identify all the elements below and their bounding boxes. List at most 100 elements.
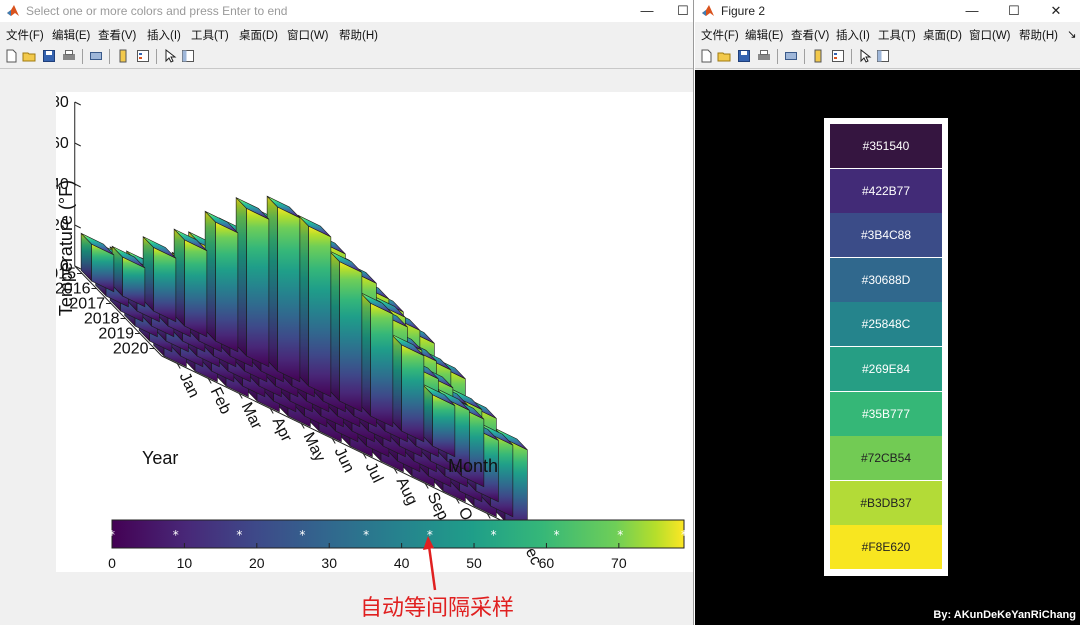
menu-bar: 文件(F) 编辑(E) 查看(V) 插入(I) 工具(T) 桌面(D) 窗口(W… bbox=[695, 23, 1080, 43]
open-file-icon[interactable] bbox=[717, 49, 731, 63]
menu-view[interactable]: 查看(V) bbox=[98, 30, 137, 42]
menu-insert[interactable]: 插入(I) bbox=[836, 30, 870, 42]
minimize-icon[interactable]: — bbox=[965, 3, 979, 18]
menu-file[interactable]: 文件(F) bbox=[701, 30, 739, 42]
toolbar bbox=[695, 44, 1080, 69]
bar-front-face bbox=[401, 344, 425, 443]
insert-colorbar-icon[interactable] bbox=[811, 49, 825, 63]
x-tick-mark bbox=[331, 438, 336, 444]
menu-edit[interactable]: 编辑(E) bbox=[745, 30, 784, 42]
bar-top-face bbox=[235, 197, 270, 220]
maximize-icon[interactable]: ☐ bbox=[1008, 3, 1020, 18]
colorbar-tick-label: 30 bbox=[321, 555, 337, 571]
close-icon[interactable]: ✕ bbox=[1050, 3, 1062, 18]
menu-window[interactable]: 窗口(W) bbox=[287, 30, 329, 42]
color-swatch: #30688D bbox=[830, 257, 942, 302]
axis-labels: Temperature (°F) Year Month bbox=[56, 180, 498, 476]
window-title: Select one or more colors and press Ente… bbox=[26, 4, 288, 18]
menu-view[interactable]: 查看(V) bbox=[791, 30, 830, 42]
x-tick-label: Sep bbox=[424, 490, 452, 523]
new-figure-icon[interactable] bbox=[699, 49, 713, 63]
sample-point-marker: * bbox=[427, 528, 433, 542]
z-tick-mark bbox=[74, 142, 81, 147]
insert-colorbar-icon[interactable] bbox=[116, 49, 130, 63]
toolbar-separator bbox=[109, 49, 110, 64]
insert-legend-icon[interactable] bbox=[136, 49, 150, 63]
link-icon[interactable] bbox=[89, 49, 103, 63]
x-tick-mark bbox=[393, 468, 398, 474]
menu-tools[interactable]: 工具(T) bbox=[878, 30, 916, 42]
toolbar-separator bbox=[804, 49, 805, 64]
bar-front-face bbox=[277, 206, 301, 383]
bar bbox=[173, 228, 208, 338]
menu-help[interactable]: 帮助(H) bbox=[339, 30, 378, 42]
figure-2-canvas: #351540 #422B77 #3B4C88 #30688D #25848C #269E… bbox=[695, 70, 1080, 625]
x-tick-mark bbox=[424, 483, 429, 489]
menu-file[interactable]: 文件(F) bbox=[6, 30, 44, 42]
x-tick-label: Mar bbox=[238, 400, 266, 433]
z-tick-label: 0 bbox=[60, 258, 69, 275]
toolbar-separator bbox=[851, 49, 852, 64]
colorbar-tick-label: 40 bbox=[394, 555, 410, 571]
window-title: Figure 2 bbox=[721, 4, 766, 18]
bar-front-face bbox=[215, 221, 239, 353]
bar-front-face bbox=[370, 302, 394, 428]
insert-legend-icon[interactable] bbox=[831, 49, 845, 63]
bar bbox=[80, 232, 115, 293]
x-tick-label: Feb bbox=[207, 385, 234, 417]
z-axis-label: Temperature (°F) bbox=[56, 180, 76, 316]
bar-top-face bbox=[111, 245, 146, 269]
print-icon[interactable] bbox=[757, 49, 771, 63]
property-inspector-icon[interactable] bbox=[181, 49, 195, 63]
title-bar: Figure 2 — ☐ ✕ bbox=[695, 0, 1080, 22]
title-bar: Select one or more colors and press Ente… bbox=[0, 0, 693, 22]
colorbar-gradient[interactable] bbox=[111, 519, 685, 549]
x-axis-line bbox=[161, 355, 534, 537]
z-tick-label: 80 bbox=[56, 94, 69, 111]
sample-point-marker: * bbox=[109, 528, 115, 542]
bar-top-face bbox=[390, 333, 425, 356]
colorbar[interactable]: 0 10 20 30 40 50 60 70 * * * * * * * * * * bbox=[108, 519, 687, 571]
y-tick-label: 2017 bbox=[69, 296, 105, 313]
x-axis-label: Month bbox=[448, 456, 498, 476]
z-tick-label: 60 bbox=[56, 135, 69, 152]
sample-point-marker: * bbox=[173, 528, 179, 542]
menu-insert[interactable]: 插入(I) bbox=[147, 30, 181, 42]
bar bbox=[235, 196, 270, 368]
z-tick-mark bbox=[74, 183, 81, 188]
open-file-icon[interactable] bbox=[22, 49, 36, 63]
credit-text: By: AKunDeKeYanRiChang bbox=[933, 609, 1076, 621]
save-icon[interactable] bbox=[737, 49, 751, 63]
pointer-icon[interactable] bbox=[858, 49, 872, 63]
menu-overflow-icon[interactable]: ↘ bbox=[1067, 29, 1077, 41]
maximize-icon[interactable]: ☐ bbox=[677, 3, 689, 18]
menu-tools[interactable]: 工具(T) bbox=[191, 30, 229, 42]
menu-help[interactable]: 帮助(H) bbox=[1019, 30, 1058, 42]
z-tick-mark bbox=[74, 101, 81, 106]
menu-edit[interactable]: 编辑(E) bbox=[52, 30, 91, 42]
new-figure-icon[interactable] bbox=[4, 49, 18, 63]
menu-desktop[interactable]: 桌面(D) bbox=[923, 30, 962, 42]
minimize-icon[interactable]: — bbox=[640, 3, 654, 18]
save-icon[interactable] bbox=[42, 49, 56, 63]
bar-top-face bbox=[204, 211, 239, 234]
menu-desktop[interactable]: 桌面(D) bbox=[239, 30, 278, 42]
pointer-icon[interactable] bbox=[163, 49, 177, 63]
sample-point-marker: * bbox=[554, 528, 560, 542]
color-swatch: #35B777 bbox=[830, 391, 942, 436]
menu-window[interactable]: 窗口(W) bbox=[969, 30, 1011, 42]
colorbar-tick-label: 50 bbox=[466, 555, 482, 571]
x-tick-mark bbox=[176, 363, 181, 369]
z-tick-mark bbox=[74, 224, 81, 229]
x-tick-label: Jun bbox=[331, 445, 358, 476]
x-tick-mark bbox=[486, 513, 491, 519]
print-icon[interactable] bbox=[62, 49, 76, 63]
link-icon[interactable] bbox=[784, 49, 798, 63]
z-tick-label: 20 bbox=[56, 217, 69, 234]
bar-front-face bbox=[246, 207, 270, 368]
bar-front-face bbox=[153, 246, 177, 323]
sample-point-marker: * bbox=[236, 528, 242, 542]
bar-top-face bbox=[266, 195, 301, 219]
property-inspector-icon[interactable] bbox=[876, 49, 890, 63]
bar bbox=[266, 195, 301, 383]
